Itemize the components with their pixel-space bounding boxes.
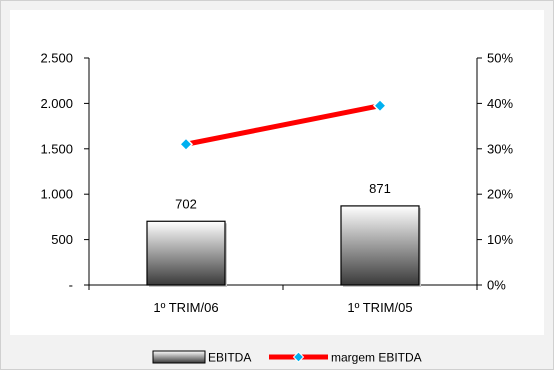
legend: EBITDA margem EBITDA [152, 350, 422, 365]
y-left-tick-label: - [69, 278, 73, 293]
y-right-tick-label: 40% [487, 96, 513, 111]
x-tick-label: 1º TRIM/05 [347, 300, 412, 315]
line-marker [372, 98, 388, 113]
x-tick-label: 1º TRIM/06 [153, 300, 218, 315]
y-left-tick-label: 1.500 [40, 141, 73, 156]
y-right-tick-label: 30% [487, 141, 513, 156]
line-margem-ebitda [183, 103, 383, 147]
y-left-tick-label: 500 [51, 232, 73, 247]
y-right-tick-label: 0% [487, 278, 506, 293]
legend-label-margem-ebitda: margem EBITDA [331, 351, 422, 365]
y-right-tick-label: 50% [487, 51, 513, 66]
bar-data-label: 702 [175, 196, 197, 211]
legend-label-ebitda: EBITDA [208, 351, 251, 365]
y-left-tick-label: 2.000 [40, 96, 73, 111]
legend-swatch-margem-marker [292, 351, 305, 363]
y-right-tick-label: 10% [487, 232, 513, 247]
line-marker [178, 137, 194, 152]
bar-ebitda [340, 205, 420, 286]
y-left-tick-label: 2.500 [40, 51, 73, 66]
y-left-tick-label: 1.000 [40, 187, 73, 202]
bar-data-label: 871 [369, 181, 391, 196]
bar-ebitda [146, 220, 226, 286]
plot-area [10, 10, 544, 335]
y-right-tick-label: 20% [487, 187, 513, 202]
legend-swatch-ebitda [152, 350, 206, 364]
